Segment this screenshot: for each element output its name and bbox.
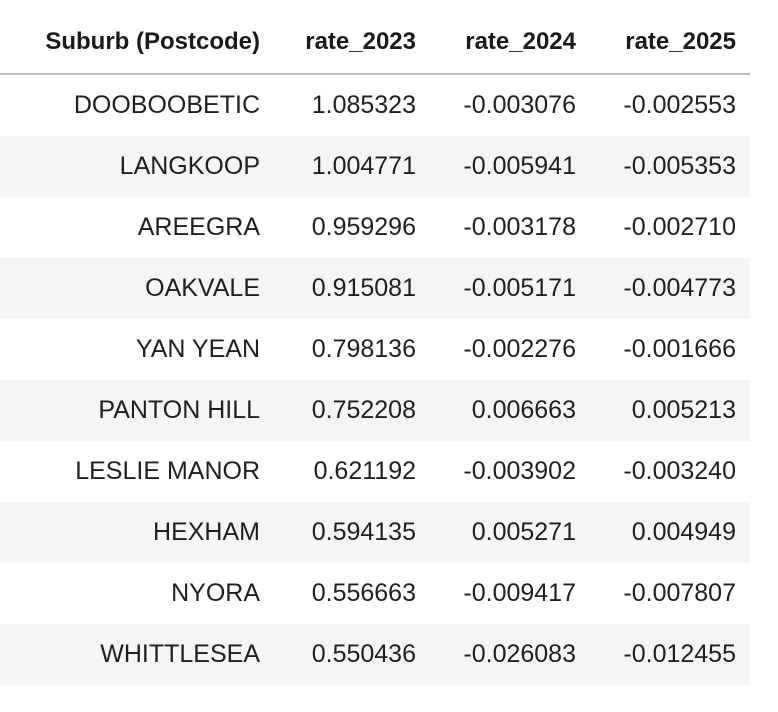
cell-rate-2025: -0.002553 bbox=[623, 91, 736, 119]
cell-suburb: YAN YEAN bbox=[135, 335, 260, 363]
cell-rate-2025: -0.003240 bbox=[623, 457, 736, 485]
cell-rate-2025: -0.004773 bbox=[590, 258, 750, 319]
cell-rate-2023: 0.594135 bbox=[274, 502, 430, 563]
cell-rate-2023: 0.556663 bbox=[311, 579, 416, 607]
cell-suburb: WHITTLESEA bbox=[0, 624, 274, 685]
table-row: WHITTLESEA 0.550436 -0.026083 -0.012455 bbox=[0, 624, 750, 685]
cell-rate-2023: 1.085323 bbox=[311, 91, 416, 119]
cell-rate-2025: -0.005353 bbox=[590, 136, 750, 197]
cell-suburb: PANTON HILL bbox=[0, 380, 274, 441]
cell-suburb: LANGKOOP bbox=[0, 136, 274, 197]
cell-rate-2023: 0.752208 bbox=[274, 380, 430, 441]
cell-suburb: NYORA bbox=[171, 579, 260, 607]
table-row: LANGKOOP 1.004771 -0.005941 -0.005353 bbox=[0, 136, 750, 197]
cell-rate-2023: 1.004771 bbox=[274, 136, 430, 197]
table-row: LESLIE MANOR 0.621192 -0.003902 -0.00324… bbox=[0, 441, 750, 502]
cell-rate-2024: 0.006663 bbox=[430, 380, 590, 441]
cell-rate-2023: 0.621192 bbox=[313, 457, 416, 485]
column-header-rate-2025: rate_2025 bbox=[590, 10, 750, 75]
cell-rate-2025: 0.004949 bbox=[590, 502, 750, 563]
table-row: AREEGRA 0.959296 -0.003178 -0.002710 bbox=[0, 197, 750, 258]
cell-rate-2023: 0.798136 bbox=[311, 335, 416, 363]
table-row: HEXHAM 0.594135 0.005271 0.004949 bbox=[0, 502, 750, 563]
cell-suburb: DOOBOOBETIC bbox=[73, 91, 260, 119]
cell-rate-2024: -0.002276 bbox=[463, 335, 576, 363]
table-header: Suburb (Postcode) rate_2023 rate_2024 ra… bbox=[0, 10, 750, 75]
cell-suburb: HEXHAM bbox=[0, 502, 274, 563]
cell-rate-2024: -0.005941 bbox=[430, 136, 590, 197]
header-row: Suburb (Postcode) rate_2023 rate_2024 ra… bbox=[0, 10, 750, 75]
data-table: Suburb (Postcode) rate_2023 rate_2024 ra… bbox=[0, 10, 750, 685]
cell-rate-2025: -0.007807 bbox=[623, 579, 736, 607]
column-header-suburb: Suburb (Postcode) bbox=[0, 10, 274, 75]
table-row: DOOBOOBETIC 1.085323 -0.003076 -0.002553 bbox=[0, 74, 750, 136]
data-table-container: Suburb (Postcode) rate_2023 rate_2024 ra… bbox=[0, 10, 750, 685]
cell-rate-2023: 0.959296 bbox=[311, 213, 416, 241]
table-row: NYORA 0.556663 -0.009417 -0.007807 bbox=[0, 563, 750, 624]
cell-rate-2024: 0.005271 bbox=[430, 502, 590, 563]
table-body: DOOBOOBETIC 1.085323 -0.003076 -0.002553… bbox=[0, 74, 750, 685]
cell-rate-2025: -0.012455 bbox=[590, 624, 750, 685]
cell-suburb: OAKVALE bbox=[0, 258, 274, 319]
cell-rate-2024: -0.005171 bbox=[430, 258, 590, 319]
cell-rate-2025: -0.001666 bbox=[623, 335, 736, 363]
column-header-rate-2023: rate_2023 bbox=[274, 10, 430, 75]
table-row: PANTON HILL 0.752208 0.006663 0.005213 bbox=[0, 380, 750, 441]
cell-rate-2024: -0.009417 bbox=[463, 579, 576, 607]
cell-suburb: LESLIE MANOR bbox=[75, 457, 260, 485]
cell-rate-2024: -0.003076 bbox=[463, 91, 576, 119]
column-header-rate-2024: rate_2024 bbox=[430, 10, 590, 75]
cell-rate-2023: 0.550436 bbox=[274, 624, 430, 685]
table-row: OAKVALE 0.915081 -0.005171 -0.004773 bbox=[0, 258, 750, 319]
cell-rate-2024: -0.026083 bbox=[430, 624, 590, 685]
cell-suburb: AREEGRA bbox=[137, 213, 260, 241]
cell-rate-2024: -0.003178 bbox=[463, 213, 576, 241]
cell-rate-2025: -0.002710 bbox=[623, 213, 736, 241]
cell-rate-2023: 0.915081 bbox=[274, 258, 430, 319]
cell-rate-2025: 0.005213 bbox=[590, 380, 750, 441]
cell-rate-2024: -0.003902 bbox=[463, 457, 576, 485]
table-row: YAN YEAN 0.798136 -0.002276 -0.001666 bbox=[0, 319, 750, 380]
